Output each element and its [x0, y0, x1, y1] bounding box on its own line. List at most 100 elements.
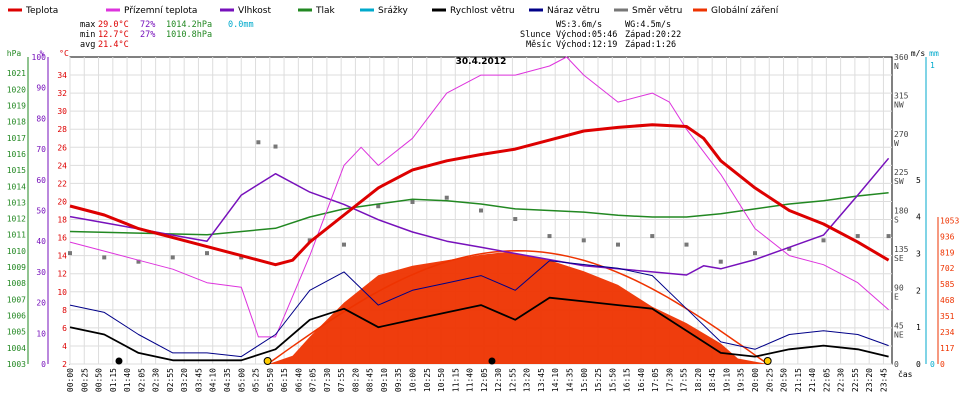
x-tick-label: 13:20	[523, 368, 532, 392]
x-tick-label: 15:50	[608, 368, 617, 392]
x-tick-label: 11:40	[466, 368, 475, 392]
series-ground-temperature	[69, 56, 889, 338]
x-tick-label: 07:30	[323, 368, 332, 392]
x-tick-label: 00:25	[80, 368, 89, 392]
pressure-tick-label: 1014	[7, 182, 26, 191]
rain-tick-label: 1	[930, 61, 935, 70]
x-tick-label: 12:30	[494, 368, 503, 392]
temperature-tick-label: 14	[57, 252, 67, 261]
x-tick-label: 08:20	[351, 368, 360, 392]
wind-direction-point	[102, 255, 107, 260]
wind-speed-tick-label: 2	[916, 286, 921, 295]
chart-title: 30.4.2012	[456, 57, 507, 67]
x-tick-label: 20:25	[765, 368, 774, 392]
x-tick-label: 04:35	[223, 368, 232, 392]
wind-direction-point	[136, 259, 141, 264]
sun-label: Slunce	[520, 30, 551, 40]
pressure-tick-label: 1021	[7, 69, 26, 78]
series-pressure	[69, 191, 889, 236]
wind-direction-point	[684, 242, 689, 247]
wind-direction-point	[273, 144, 278, 149]
x-tick-label: 05:25	[252, 368, 261, 392]
temperature-tick-label: 4	[62, 342, 67, 351]
wind-speed-tick-label: 3	[916, 249, 921, 258]
stats-value: 12.7°C	[98, 30, 129, 40]
radiation-tick-label: 0	[940, 360, 945, 369]
pressure-tick-label: 1018	[7, 118, 26, 127]
rain-axis-unit: mm	[929, 49, 939, 58]
wind-direction-compass-label: W	[894, 139, 899, 148]
x-tick-label: 23:20	[865, 368, 874, 392]
x-tick-label: 20:50	[780, 368, 789, 392]
x-tick-label: 07:05	[309, 368, 318, 392]
stats-value: 29.0°C	[98, 20, 129, 30]
temperature-tick-label: 24	[57, 161, 67, 170]
wind-speed-tick-label: 5	[916, 176, 921, 185]
radiation-tick-label: 117	[940, 344, 955, 353]
stats-value: 27%	[140, 30, 155, 40]
humidity-tick-label: 80	[36, 114, 46, 123]
temperature-tick-label: 18	[57, 216, 67, 225]
x-tick-label: 22:05	[822, 368, 831, 392]
sunset-marker	[763, 357, 772, 365]
stats-value: 72%	[140, 20, 155, 30]
temperature-tick-label: 16	[57, 234, 67, 243]
legend-label: Vlhkost	[238, 6, 271, 16]
sunrise-time: Východ:05:46	[556, 30, 617, 40]
stats-value: 0.0mm	[228, 20, 254, 30]
pressure-tick-label: 1009	[7, 263, 26, 272]
wind-direction-tick-label: 315	[894, 91, 909, 100]
temperature-tick-label: 34	[57, 71, 67, 80]
radiation-tick-label: 1053	[940, 216, 959, 225]
pressure-tick-label: 1006	[7, 312, 26, 321]
temperature-axis-unit: °C	[59, 49, 69, 58]
wind-direction-point	[821, 238, 826, 243]
x-tick-label: 02:05	[137, 368, 146, 392]
legend-label: Směr větru	[632, 6, 682, 16]
x-tick-label: 01:40	[123, 368, 132, 392]
wind-direction-tick-label: 45	[894, 322, 904, 331]
x-axis-label: čas	[898, 369, 913, 379]
series-radiation-area	[268, 252, 768, 364]
humidity-axis-unit: %	[40, 49, 45, 58]
wind-direction-tick-label: 0	[894, 360, 899, 369]
x-tick-label: 04:10	[209, 368, 218, 392]
radiation-tick-label: 351	[940, 312, 955, 321]
x-tick-label: 07:55	[337, 368, 346, 392]
wind-direction-point	[753, 251, 757, 256]
x-tick-label: 12:05	[480, 368, 489, 392]
wind-direction-point	[170, 255, 175, 260]
x-tick-label: 00:00	[66, 368, 75, 392]
pressure-tick-label: 1004	[7, 344, 26, 353]
wind-direction-point	[886, 234, 891, 239]
wind-direction-point	[479, 208, 483, 213]
sunset-time: Západ:20:22	[625, 30, 681, 40]
pressure-tick-label: 1005	[7, 328, 26, 337]
series-wind-speed	[69, 296, 889, 362]
wind-direction-compass-label: N	[894, 62, 899, 71]
temperature-tick-label: 20	[57, 197, 67, 206]
x-tick-label: 15:25	[594, 368, 603, 392]
x-tick-label: 21:15	[794, 368, 803, 392]
temperature-tick-label: 8	[62, 306, 67, 315]
wind-direction-tick-label: 270	[894, 130, 909, 139]
temperature-tick-label: 2	[62, 360, 67, 369]
stats-value: min	[80, 30, 95, 40]
wind-speed-axis-unit: m/s	[911, 49, 926, 58]
pressure-tick-label: 1017	[7, 134, 26, 143]
pressure-tick-label: 1013	[7, 198, 26, 207]
series-temperature	[69, 123, 890, 267]
moonrise-time: Východ:12:19	[556, 40, 617, 50]
x-tick-label: 18:45	[708, 368, 717, 392]
sunrise-marker	[263, 357, 272, 365]
humidity-tick-label: 40	[36, 237, 46, 246]
wind-direction-point	[513, 217, 518, 222]
wind-direction-compass-label: NE	[894, 331, 904, 340]
pressure-tick-label: 1016	[7, 150, 26, 159]
pressure-tick-label: 1011	[7, 231, 26, 240]
x-tick-label: 21:40	[808, 368, 817, 392]
wind-direction-point	[239, 255, 244, 260]
x-tick-label: 19:10	[722, 368, 731, 392]
radiation-tick-label: 819	[940, 248, 955, 257]
wind-direction-tick-label: 90	[894, 283, 904, 292]
